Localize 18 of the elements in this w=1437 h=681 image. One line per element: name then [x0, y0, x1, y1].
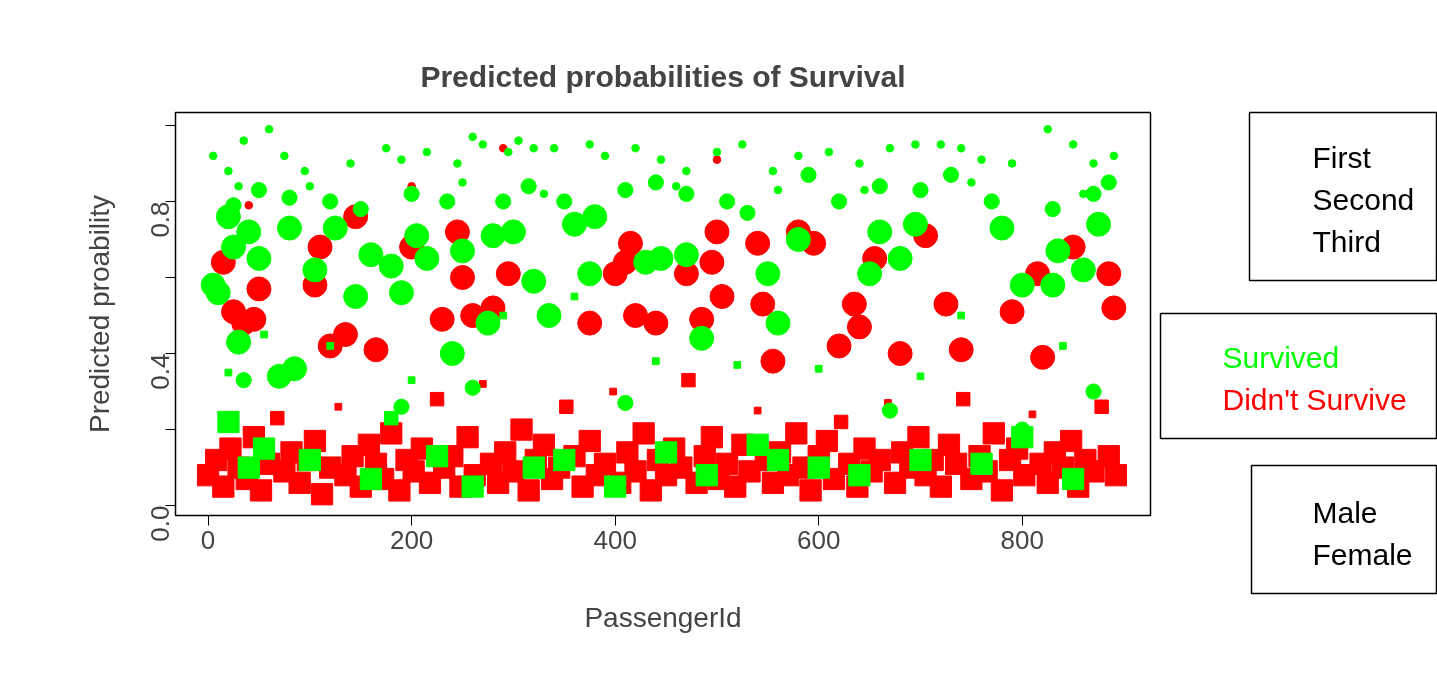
y-tick-label: 0.0 — [145, 505, 176, 542]
text: Female — [1312, 538, 1413, 571]
x-axis-title: PassengerId — [584, 601, 742, 633]
x-tick-label: 800 — [1000, 524, 1044, 555]
x-tick-label: 600 — [797, 524, 841, 555]
text: First — [1312, 141, 1372, 174]
text: Survived — [1222, 341, 1340, 374]
y-tick-label: 0.4 — [145, 353, 176, 390]
text: Didn't Survive — [1222, 383, 1407, 416]
y-axis-title: Predicted proability — [83, 194, 115, 434]
chart-title: Predicted probabilities of Survival — [420, 59, 906, 93]
text: Second — [1312, 183, 1415, 216]
x-tick-label: 200 — [389, 524, 434, 555]
text: Male — [1312, 496, 1378, 529]
x-tick-label: 400 — [593, 524, 637, 555]
x-tick-label: 0 — [200, 524, 216, 555]
text: Third — [1312, 225, 1381, 258]
y-tick-label: 0.8 — [145, 201, 176, 238]
